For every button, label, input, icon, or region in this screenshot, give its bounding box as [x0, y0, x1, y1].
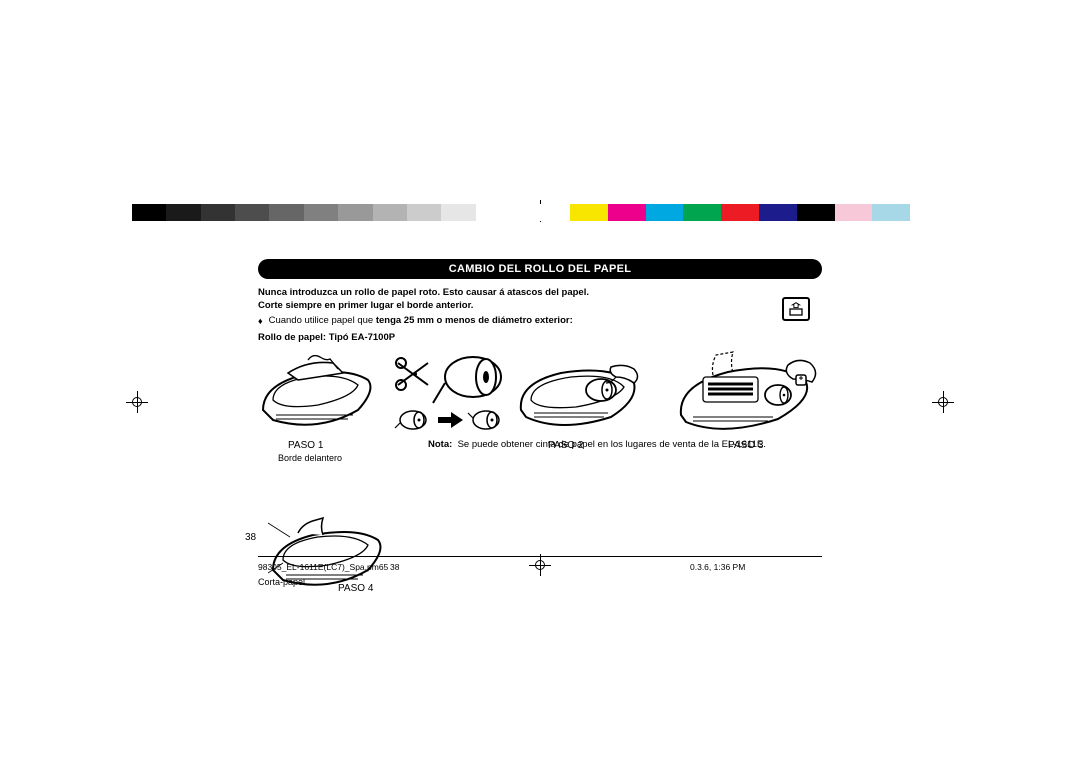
footer: 98305_EL-1611E(LC7)_Spa.pm65 38 0.3.6, 1… — [258, 562, 822, 572]
footer-stamp: 0.3.6, 1:36 PM — [420, 562, 822, 572]
fig-paso2 — [516, 355, 646, 435]
label-borde: Borde delantero — [278, 453, 342, 463]
regmark-right — [932, 391, 954, 413]
note-line: Nota: Se puede obtener cinta de papel en… — [428, 439, 766, 450]
footer-file: 98305_EL-1611E(LC7)_Spa.pm65 — [258, 562, 390, 572]
paper-feed-icon — [782, 297, 810, 321]
regmark-left — [126, 391, 148, 413]
bullet-icon: ♦ — [258, 315, 263, 329]
page-number: 38 — [245, 532, 256, 543]
fig-scissors-roll — [393, 355, 508, 435]
caption-paso4: PASO 4 — [338, 583, 373, 594]
intro-line2: Corte siempre en primer lugar el borde a… — [258, 300, 822, 313]
footer-pg: 38 — [390, 562, 420, 572]
intro-line3: Rollo de papel: Tipó EA-7100P — [258, 332, 822, 345]
bullet-text: Cuando utilice papel que tenga 25 mm o m… — [269, 315, 573, 329]
figure-row-1: PASO 1 PASO 2 PASO 3 Borde delantero — [258, 355, 822, 475]
caption-paso1: PASO 1 — [288, 440, 323, 451]
fig-paso1 — [258, 355, 378, 435]
intro-block: Nunca introduzca un rollo de papel roto.… — [258, 287, 822, 345]
section-title: CAMBIO DEL ROLLO DEL PAPEL — [258, 259, 822, 279]
label-corta: Corta-papel — [258, 577, 305, 587]
calibration-bars — [132, 204, 948, 221]
intro-line1: Nunca introduzca un rollo de papel roto.… — [258, 287, 822, 300]
fig-paso3 — [678, 347, 823, 439]
